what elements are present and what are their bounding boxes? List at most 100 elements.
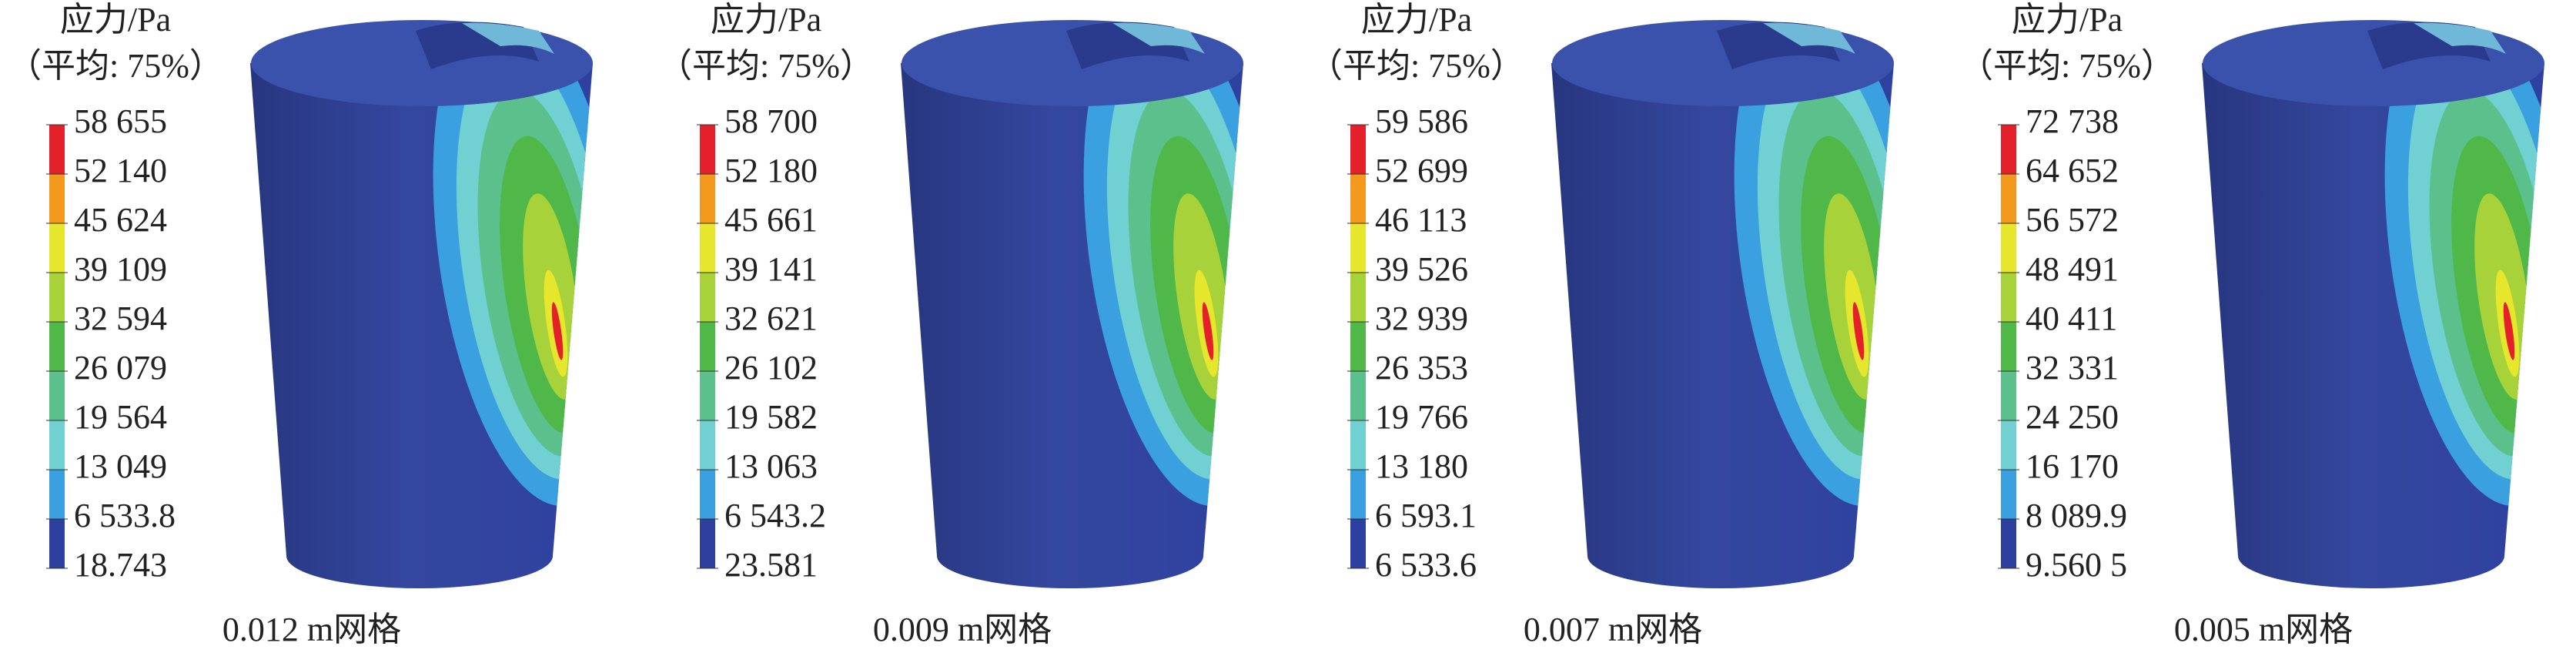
legend-title: 应力/Pa <box>2012 1 2123 39</box>
colorbar-label: 46 113 <box>1375 201 1467 239</box>
colorbar-segment <box>49 273 65 322</box>
panel: 应力/Pa （平均: 75%） 59 586 52 699 46 113 39 526 32… <box>1309 1 1894 648</box>
contour-region <box>1852 302 1865 360</box>
legend-title: 应力/Pa <box>1361 1 1472 39</box>
colorbar-segment <box>2001 470 2016 519</box>
colorbar-label: 6 543.2 <box>724 497 826 534</box>
colorbar-label: 23.581 <box>724 546 818 584</box>
colorbar-label: 13 180 <box>1375 447 1468 485</box>
colorbar-label: 32 621 <box>724 300 818 337</box>
contour-region <box>551 302 564 360</box>
caption: 0.007 m网格 <box>1524 611 1702 648</box>
contour-region <box>2503 302 2515 360</box>
model-cavity-edge <box>1112 22 1205 54</box>
colorbar-label: 8 089.9 <box>2026 497 2127 534</box>
colorbar-segment <box>2001 519 2016 568</box>
colorbar-segment <box>700 371 715 420</box>
colorbar-label: 64 652 <box>2026 152 2119 189</box>
colorbar-segment <box>2001 420 2016 470</box>
colorbar-segment <box>700 223 715 273</box>
colorbar-segment <box>1350 519 1366 568</box>
colorbar-segment <box>1350 470 1366 519</box>
colorbar-label: 6 533.6 <box>1375 546 1477 584</box>
colorbar-segment <box>700 519 715 568</box>
legend-subtitle: （平均: 75%） <box>1309 47 1524 85</box>
panel: 应力/Pa （平均: 75%） 58 700 52 180 45 661 39 141 32… <box>658 1 1243 648</box>
colorbar-segment <box>49 519 65 568</box>
colorbar-label: 45 661 <box>724 201 818 239</box>
colorbar-label: 13 049 <box>74 447 167 485</box>
colorbar-label: 59 586 <box>1375 102 1468 140</box>
colorbar-segment <box>2001 174 2016 223</box>
caption: 0.012 m网格 <box>222 611 401 648</box>
colorbar-segment <box>49 223 65 273</box>
colorbar-segment <box>49 322 65 371</box>
colorbar-label: 19 564 <box>74 398 167 436</box>
colorbar-label: 39 141 <box>724 250 818 288</box>
colorbar-segment <box>1350 174 1366 223</box>
colorbar-segment <box>2001 322 2016 371</box>
colorbar-label: 48 491 <box>2026 250 2119 288</box>
colorbar-label: 32 939 <box>1375 300 1468 337</box>
colorbar-segment <box>1350 273 1366 322</box>
legend-subtitle: （平均: 75%） <box>658 47 874 85</box>
colorbar-label: 52 180 <box>724 152 818 189</box>
colorbar-segment <box>2001 223 2016 273</box>
colorbar-label: 58 700 <box>724 102 818 140</box>
legend-subtitle: （平均: 75%） <box>8 47 223 85</box>
colorbar-segment <box>49 420 65 470</box>
colorbar-segment <box>2001 125 2016 174</box>
colorbar-segment <box>700 420 715 470</box>
colorbar-label: 32 331 <box>2026 349 2119 387</box>
model-cavity-edge <box>1763 22 1855 54</box>
colorbar-label: 39 109 <box>74 250 167 288</box>
colorbar-segment <box>700 322 715 371</box>
colorbar-label: 13 063 <box>724 447 818 485</box>
colorbar-label: 6 533.8 <box>74 497 176 534</box>
colorbar-segment <box>1350 420 1366 470</box>
colorbar-segment <box>2001 273 2016 322</box>
legend-subtitle: （平均: 75%） <box>1959 47 2175 85</box>
colorbar-label: 56 572 <box>2026 201 2119 239</box>
panel: 应力/Pa （平均: 75%） 72 738 64 652 56 572 48 491 40… <box>1959 1 2544 648</box>
colorbar-label: 18.743 <box>74 546 167 584</box>
model-cavity-edge <box>462 22 554 54</box>
colorbar-label: 39 526 <box>1375 250 1468 288</box>
colorbar-label: 6 593.1 <box>1375 497 1477 534</box>
colorbar-label: 26 079 <box>74 349 167 387</box>
colorbar-label: 52 699 <box>1375 152 1468 189</box>
colorbar-segment <box>49 174 65 223</box>
colorbar-segment <box>1350 223 1366 273</box>
caption: 0.009 m网格 <box>873 611 1052 648</box>
colorbar-segment <box>700 174 715 223</box>
colorbar-label: 52 140 <box>74 152 167 189</box>
colorbar-segment <box>49 470 65 519</box>
colorbar-label: 19 766 <box>1375 398 1468 436</box>
colorbar-segment <box>49 371 65 420</box>
caption: 0.005 m网格 <box>2174 611 2353 648</box>
model-cavity-edge <box>2414 22 2506 54</box>
colorbar-segment <box>2001 371 2016 420</box>
colorbar-label: 26 353 <box>1375 349 1468 387</box>
colorbar-segment <box>49 125 65 174</box>
colorbar-label: 45 624 <box>74 201 167 239</box>
contours <box>1734 63 1894 507</box>
colorbar-segment <box>1350 322 1366 371</box>
colorbar-label: 32 594 <box>74 300 167 337</box>
colorbar-label: 16 170 <box>2026 447 2119 485</box>
colorbar-label: 58 655 <box>74 102 167 140</box>
colorbar-label: 26 102 <box>724 349 818 387</box>
colorbar-segment <box>700 470 715 519</box>
legend-title: 应力/Pa <box>711 1 821 39</box>
legend-title: 应力/Pa <box>60 1 171 39</box>
colorbar-segment <box>1350 125 1366 174</box>
colorbar-segment <box>1350 371 1366 420</box>
colorbar-label: 40 411 <box>2026 300 2117 337</box>
colorbar-label: 24 250 <box>2026 398 2119 436</box>
panel: 应力/Pa （平均: 75%） 58 655 52 140 45 624 39 109 32… <box>8 1 593 648</box>
colorbar-label: 19 582 <box>724 398 818 436</box>
colorbar-segment <box>700 273 715 322</box>
colorbar-label: 72 738 <box>2026 102 2119 140</box>
